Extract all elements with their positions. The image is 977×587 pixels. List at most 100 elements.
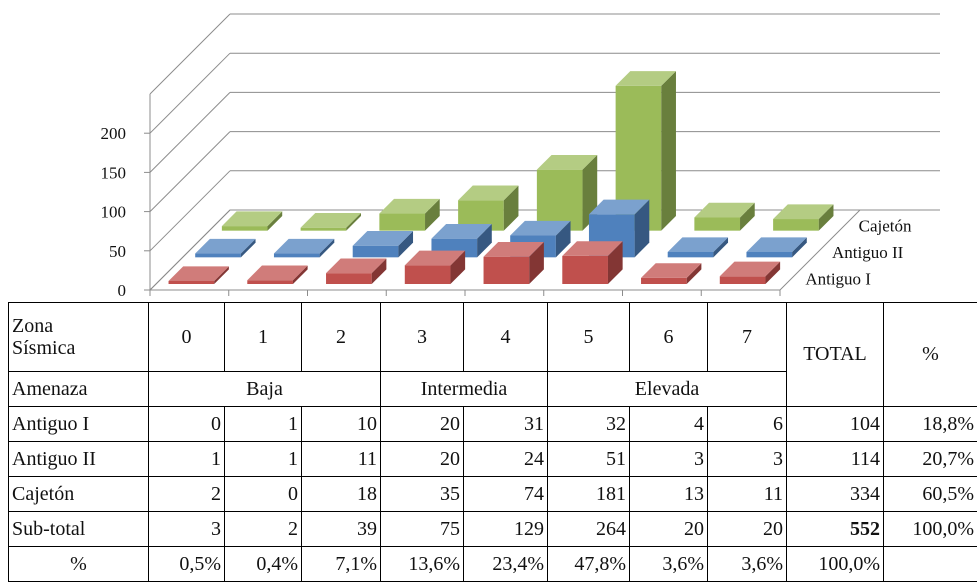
table-row: Antiguo II 1 1 11 20 24 51 3 3 114 20,7%	[8, 441, 977, 477]
bar-top-face	[168, 266, 229, 281]
bar-front-face	[773, 219, 819, 231]
table-cell: 3,6%	[629, 546, 708, 582]
chart-axes	[144, 94, 862, 296]
row-label: Antiguo I	[8, 406, 149, 442]
bar-top-face	[615, 71, 676, 86]
bar-side-face	[818, 204, 834, 231]
row-pct: 60,5%	[883, 476, 977, 512]
bar-side-face	[425, 198, 440, 231]
table-cell: 10	[301, 406, 381, 442]
bar-antiguo-ii	[431, 223, 492, 258]
table-cell: 181	[547, 476, 630, 512]
bar-top-face	[273, 238, 335, 254]
table-cell: 31	[463, 406, 548, 442]
table-cell: 23,4%	[463, 546, 548, 582]
bar-top-face	[641, 263, 702, 278]
table-cell: 264	[547, 511, 630, 547]
table-cell: 13	[629, 476, 708, 512]
zone-header: 4	[463, 302, 548, 372]
amenaza-group: Intermedia	[380, 371, 548, 407]
table-cell: 18	[301, 476, 381, 512]
bar-front-face	[536, 169, 583, 231]
bar-top-face	[221, 211, 283, 227]
y-tick-label: 0	[118, 281, 127, 300]
bar-cajetón	[300, 213, 361, 231]
bar-side-face	[214, 266, 229, 284]
table-cell: 47,8%	[547, 546, 630, 582]
chart: 0 50 100 150 200 Antiguo I Antiguo II Cajetón	[101, 13, 940, 300]
bar-antiguo-ii	[667, 237, 729, 258]
table-cell: 51	[547, 441, 630, 477]
table-cell: 6	[707, 406, 787, 442]
chart-floor	[148, 209, 862, 291]
bar-front-face	[483, 256, 530, 284]
bar-side-face	[713, 237, 729, 258]
table-cell: 0,5%	[148, 546, 225, 582]
table-cell: 35	[380, 476, 464, 512]
bar-front-face	[641, 277, 687, 284]
bar-antiguo-ii	[352, 231, 414, 258]
bar-side-face	[555, 220, 571, 258]
table-cell: 39	[301, 511, 381, 547]
chart-bars	[168, 71, 834, 284]
zone-header: 6	[629, 302, 708, 372]
table-cell: 0	[224, 476, 302, 512]
bar-top-face	[247, 265, 308, 281]
bar-antiguo-i	[404, 250, 466, 284]
zone-header: 2	[301, 302, 381, 372]
bar-top-face	[667, 237, 729, 252]
bar-top-face	[458, 185, 519, 201]
bar-antiguo-ii	[195, 238, 256, 258]
row-total: 100,0%	[786, 546, 884, 582]
table-cell: 2	[224, 511, 302, 547]
bar-side-face	[740, 202, 755, 231]
bar-front-face	[404, 265, 451, 284]
bar-side-face	[529, 242, 544, 284]
table-cell: 1	[224, 406, 302, 442]
table-cell: 24	[463, 441, 548, 477]
table-cell: 74	[463, 476, 548, 512]
bar-front-face	[300, 227, 347, 231]
bar-side-face	[503, 185, 519, 231]
zone-header: 3	[380, 302, 464, 372]
table-cell: 3	[148, 511, 225, 547]
table-cell: 75	[380, 511, 464, 547]
bar-side-face	[240, 238, 256, 258]
bar-top-face	[352, 231, 414, 246]
bar-side-face	[346, 213, 361, 231]
bar-side-face	[450, 250, 466, 284]
bar-antiguo-i	[562, 241, 623, 284]
table-cell: 0,4%	[224, 546, 302, 582]
bar-front-face	[221, 226, 268, 231]
bar-front-face	[746, 251, 793, 258]
pct-header: %	[883, 302, 977, 407]
bar-top-face	[536, 154, 598, 170]
gridline	[149, 131, 231, 212]
bar-top-face	[746, 237, 807, 252]
table-cell: 3,6%	[707, 546, 787, 582]
bar-front-face	[326, 273, 372, 284]
bar-antiguo-i	[719, 261, 781, 284]
amenaza-group: Elevada	[547, 371, 787, 407]
bar-top-face	[300, 213, 361, 228]
bar-antiguo-i	[247, 265, 308, 284]
bar-cajetón	[379, 198, 440, 231]
row-total: 104	[786, 406, 884, 442]
row-total: 334	[786, 476, 884, 512]
bar-side-face	[371, 258, 387, 284]
bar-top-face	[483, 242, 544, 257]
bar-top-face	[195, 238, 256, 254]
bar-antiguo-ii	[746, 237, 807, 258]
table-cell: 20	[380, 406, 464, 442]
bar-front-face	[719, 276, 766, 284]
bar-side-face	[319, 238, 335, 258]
bar-cajetón	[536, 154, 598, 231]
row-total: 114	[786, 441, 884, 477]
table-cell: 13,6%	[380, 546, 464, 582]
amenaza-group: Baja	[148, 371, 381, 407]
bar-front-face	[168, 281, 215, 284]
table-cell: 2	[148, 476, 225, 512]
table-cell: 129	[463, 511, 548, 547]
row-pct: 100,0%	[883, 511, 977, 547]
bar-top-face	[431, 223, 492, 239]
